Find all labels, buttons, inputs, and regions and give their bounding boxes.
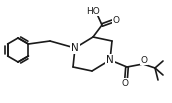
Text: O: O <box>112 15 120 25</box>
Text: O: O <box>121 78 128 88</box>
Text: N: N <box>71 43 79 53</box>
Text: O: O <box>141 56 148 64</box>
Text: HO: HO <box>86 6 100 15</box>
Text: N: N <box>106 55 114 65</box>
